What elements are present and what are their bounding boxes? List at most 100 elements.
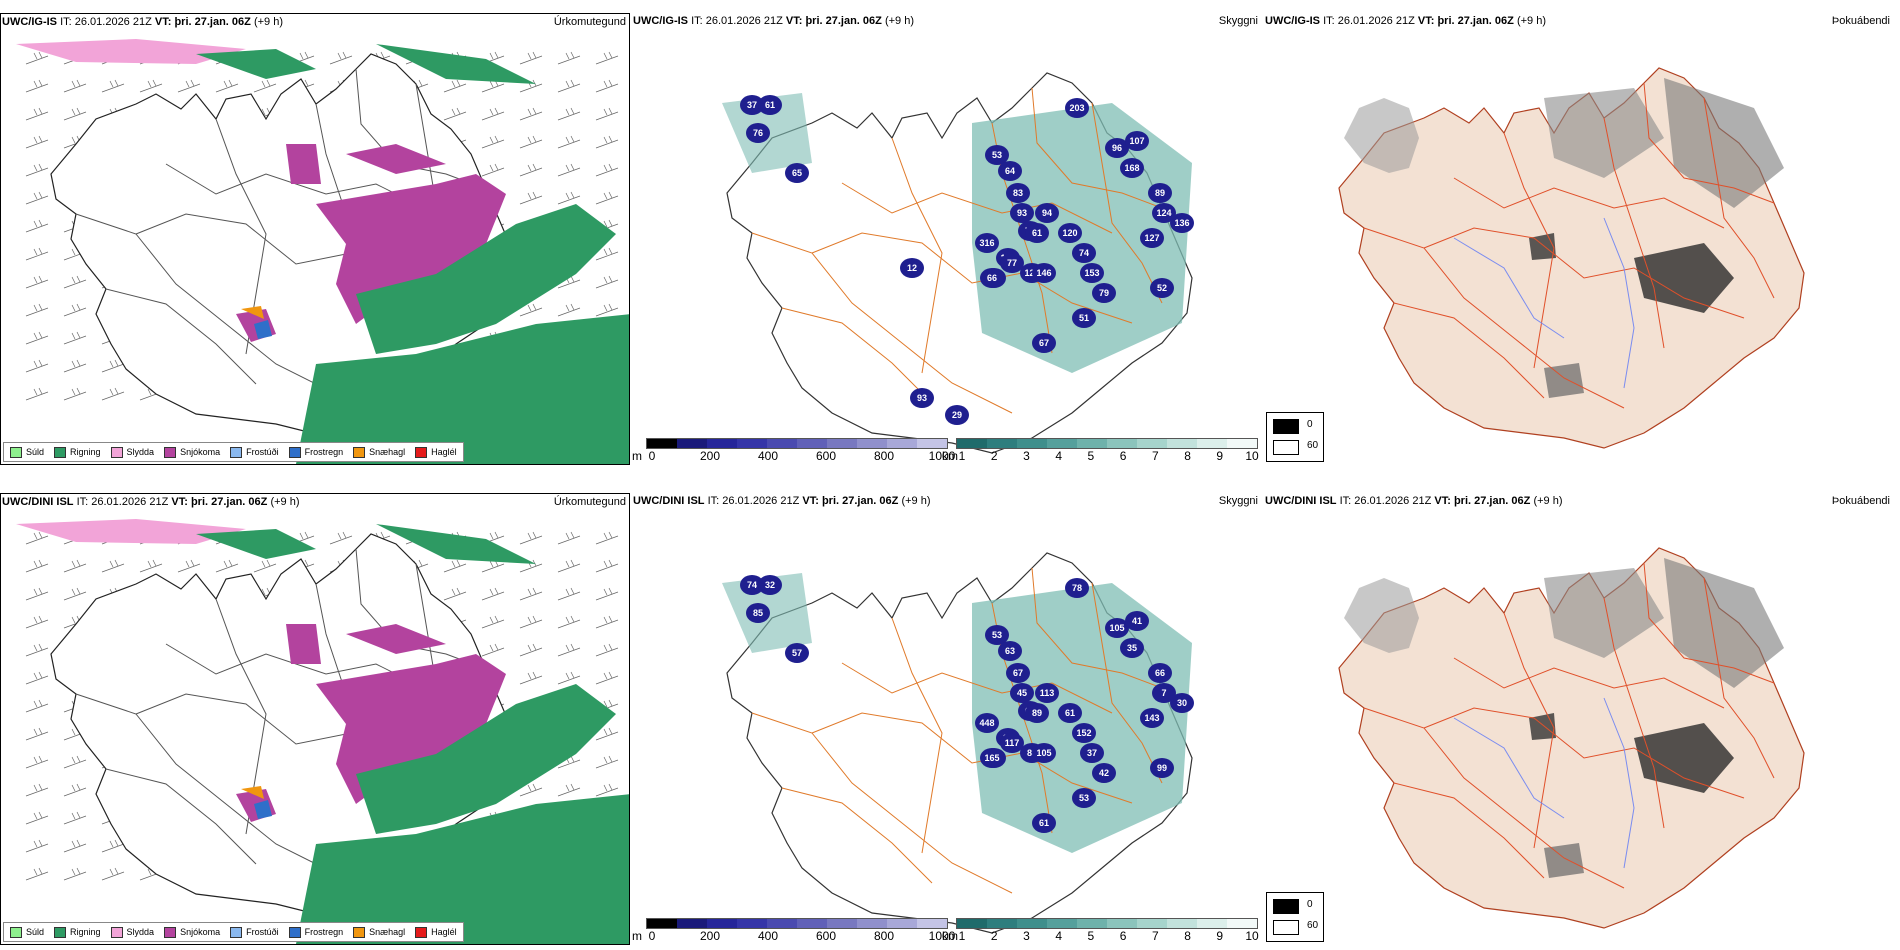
wind-barb [595,643,619,657]
colorbar-tick: 9 [1216,929,1224,943]
lead-time: (+9 h) [884,15,914,27]
rain-area [356,204,616,354]
road-line [781,307,933,404]
legend-label: Rigning [70,927,101,937]
wind-barb [557,163,581,177]
cloud-base-label: 165 [984,753,999,763]
colorbar-segment [1047,919,1077,928]
wind-barb [595,559,619,573]
wind-barb [519,783,543,797]
wind-barb [101,559,125,573]
cloud-base-label: 41 [1132,616,1142,626]
rain-area [296,794,629,944]
colorbar-strip [646,438,948,449]
cloud-base-blob [1080,263,1104,283]
road-line [1503,132,1555,369]
colorbar-tick: 5 [1087,449,1095,463]
fog-light-label: 60 [1307,440,1319,451]
cloud-base-blob [975,713,999,733]
wind-barb [101,387,125,401]
wind-barb [25,387,49,401]
colorbar-unit: m [632,449,642,463]
vt-label: VT: [171,496,188,508]
colorbar-tick: 6 [1119,449,1127,463]
colorbar-segment [1017,439,1047,448]
wind-barb [481,135,505,149]
wind-barb [177,559,201,573]
cloud-base-blob [985,145,1009,165]
cloud-base-label: 35 [1127,643,1137,653]
legend-label: Slydda [126,927,155,937]
cloud-base-blob [1010,203,1034,223]
wind-barb [519,107,543,121]
wind-barb [595,107,619,121]
wind-barb [557,79,581,93]
colorbar-tick: 1 [958,449,966,463]
road-line [75,213,337,395]
road-line [891,617,943,854]
wind-barb [557,783,581,797]
colorbar-segment [1167,919,1197,928]
wind-barb [25,727,49,741]
colorbar-segment [917,439,947,448]
cloud-base-label: 53 [992,630,1002,640]
cloud-base-label: 30 [1177,698,1187,708]
wind-barb [63,783,87,797]
wind-barb [595,79,619,93]
cloud-base-blob [975,233,999,253]
cloud-base-label: 105 [1109,623,1124,633]
colorbar-segment [1167,439,1197,448]
wind-barb [63,79,87,93]
cloud-base-blob [1170,213,1194,233]
colorbar-tick: 4 [1055,929,1062,943]
precip-map [16,519,629,944]
wind-barb [557,303,581,317]
cloud-base-label: 168 [1124,163,1139,173]
colorbar-segment [707,919,737,928]
legend-item: Frostregn [288,446,343,458]
wind-barb [25,587,49,601]
legend-item: Haglél [415,926,457,938]
cloud-base-label: 45 [1017,688,1027,698]
wind-barb [557,671,581,685]
road-line [811,712,1133,804]
wind-barb [557,531,581,545]
panel-header: UWC/IG-IS IT: 26.01.2026 21Z VT: þri. 27… [633,15,914,27]
rain-area [376,44,536,84]
wind-barb [519,303,543,317]
cloud-base-label: 53 [1079,793,1089,803]
wind-barb [63,587,87,601]
wind-barb [139,79,163,93]
cloud-base-label: 37 [747,100,757,110]
fog-indicator-map [1338,547,1805,929]
colorbar-segment [647,439,677,448]
colorbar-tick: 0 [648,449,656,463]
legend-swatch [10,926,22,938]
cloud-base-label: 99 [1157,763,1167,773]
legend-swatch [54,446,67,458]
colorbar-tick: 400 [757,929,779,943]
wind-barb [557,191,581,205]
precip-type-legend: Súld Rigning Slydda Snjókoma Frostúði Frostre… [3,922,464,942]
fog-scale-legend: 0 60 [1266,892,1324,942]
snow-area [346,144,446,174]
cloud-base-label: 448 [979,718,994,728]
cloud-base-blob [1125,611,1149,631]
cloud-base-blob [746,123,770,143]
cloud-base-label: 152 [1076,728,1091,738]
colorbar-segment [797,439,827,448]
wind-barb [595,615,619,629]
vt-value: þri. 27.jan. 06Z [190,496,268,508]
cloud-base-blob [785,163,809,183]
dini-cloud-visibility-panel: UWC/DINI ISL IT: 26.01.2026 21Z VT: þri.… [632,493,1262,945]
cloud-base-blob [1065,578,1089,598]
cloud-base-blob [758,95,782,115]
colorbar-unit: m [632,929,642,943]
model-name: UWC/IG-IS [2,16,57,28]
cloud-base-blob [758,575,782,595]
colorbar-tick: 10 [1245,929,1259,943]
colorbar-segment [1227,919,1257,928]
wind-barb [25,699,49,713]
cloud-base-label: 89 [1155,188,1165,198]
vt-label: VT: [1434,495,1451,507]
